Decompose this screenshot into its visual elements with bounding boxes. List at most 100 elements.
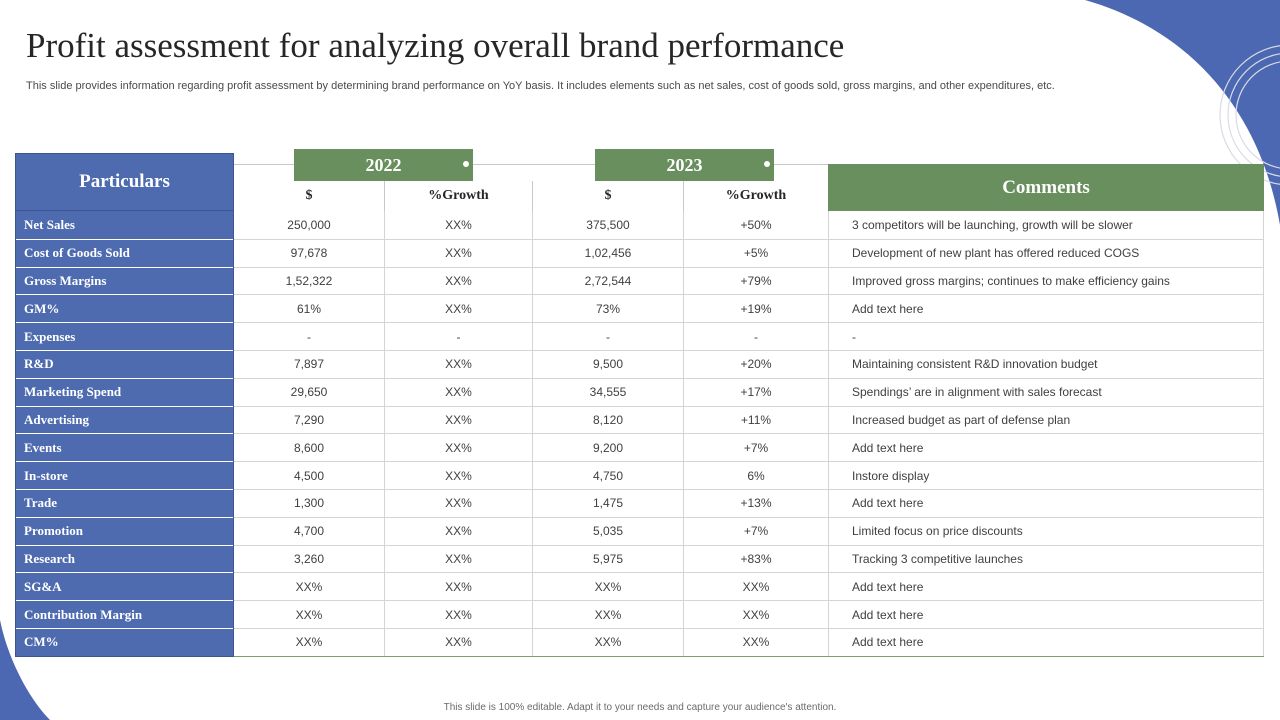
table-row: 1,300 XX% 1,475 +13% Add text here bbox=[234, 488, 1264, 517]
particular-label: Trade bbox=[16, 488, 233, 517]
data-table-body: 250,000 XX% 375,500 +50% 3 competitors will … bbox=[234, 211, 1264, 657]
col-2022-growth-header: %Growth bbox=[384, 181, 532, 211]
growth-2022-cell: XX% bbox=[384, 601, 532, 628]
particular-label: GM% bbox=[16, 294, 233, 323]
comment-cell: Add text here bbox=[828, 573, 1264, 601]
growth-2022-cell: - bbox=[384, 323, 532, 350]
value-2023-cell: 73% bbox=[532, 295, 683, 323]
growth-2022-cell: XX% bbox=[384, 378, 532, 406]
value-2023-cell: 2,72,544 bbox=[532, 267, 683, 295]
growth-2022-cell: XX% bbox=[384, 239, 532, 267]
comment-cell: - bbox=[828, 323, 1264, 350]
value-2023-cell: 8,120 bbox=[532, 406, 683, 434]
bullet-dot-icon bbox=[764, 161, 770, 167]
value-2023-cell: XX% bbox=[532, 601, 683, 628]
growth-2023-cell: XX% bbox=[683, 601, 828, 628]
growth-2023-cell: +79% bbox=[683, 267, 828, 295]
value-2022-cell: 8,600 bbox=[293, 440, 325, 455]
comment-cell: Development of new plant has offered red… bbox=[828, 239, 1264, 267]
comment-cell: Add text here bbox=[828, 601, 1264, 628]
value-2022-cell: 97,678 bbox=[290, 246, 328, 261]
growth-2023-cell: +17% bbox=[683, 378, 828, 406]
value-2023-cell: 34,555 bbox=[532, 378, 683, 406]
comment-cell: Add text here bbox=[828, 628, 1264, 656]
growth-2022-cell: XX% bbox=[384, 462, 532, 489]
table-row: 250,000 XX% 375,500 +50% 3 competitors will … bbox=[234, 211, 1264, 239]
growth-2023-cell: - bbox=[683, 323, 828, 350]
growth-2023-cell: +7% bbox=[683, 517, 828, 545]
comment-cell: 3 competitors will be launching, growth … bbox=[828, 211, 1264, 239]
growth-2023-cell: +7% bbox=[683, 434, 828, 462]
growth-2022-cell: XX% bbox=[384, 211, 532, 239]
header-rule-left bbox=[234, 164, 294, 165]
value-2023-cell: XX% bbox=[532, 628, 683, 656]
comment-cell: Maintaining consistent R&D innovation bu… bbox=[828, 350, 1264, 378]
value-2023-cell: XX% bbox=[532, 573, 683, 601]
growth-2023-cell: +13% bbox=[683, 489, 828, 517]
particular-label: In-store bbox=[16, 461, 233, 489]
particulars-header: Particulars bbox=[15, 153, 234, 211]
value-2023-cell: 9,200 bbox=[532, 434, 683, 462]
value-2022-cell: 250,000 bbox=[287, 217, 331, 232]
value-2022-cell: 1,300 bbox=[293, 496, 325, 511]
value-2022-cell: 7,290 bbox=[293, 412, 325, 427]
table-row: 29,650 XX% 34,555 +17% Spendings’ are in ali… bbox=[234, 377, 1264, 406]
growth-2022-cell: XX% bbox=[384, 267, 532, 295]
table-row: XX% XX% XX% XX% Add text here bbox=[234, 627, 1264, 656]
growth-2023-cell: +20% bbox=[683, 350, 828, 378]
growth-2022-cell: XX% bbox=[384, 517, 532, 545]
header-rule-right bbox=[774, 164, 828, 165]
page-title: Profit assessment for analyzing overall … bbox=[26, 26, 845, 65]
growth-2022-cell: XX% bbox=[384, 489, 532, 517]
growth-2022-cell: XX% bbox=[384, 434, 532, 462]
value-2023-cell: 375,500 bbox=[532, 211, 683, 239]
growth-2023-cell: +50% bbox=[683, 211, 828, 239]
particular-label: Gross Margins bbox=[16, 266, 233, 295]
growth-2023-cell: 6% bbox=[683, 462, 828, 489]
table-row: 1,52,322 XX% 2,72,544 +79% Improved gross ma… bbox=[234, 266, 1264, 295]
value-2023-cell: - bbox=[532, 323, 683, 350]
growth-2022-cell: XX% bbox=[384, 628, 532, 656]
table-row: XX% XX% XX% XX% Add text here bbox=[234, 572, 1264, 601]
value-2022-cell: 7,897 bbox=[293, 357, 325, 372]
particular-label: Cost of Goods Sold bbox=[16, 238, 233, 267]
growth-2023-cell: +11% bbox=[683, 406, 828, 434]
growth-2022-cell: XX% bbox=[384, 350, 532, 378]
particulars-column: Net Sales Cost of Goods Sold Gross Margins… bbox=[15, 211, 234, 657]
comment-cell: Spendings’ are in alignment with sales f… bbox=[828, 378, 1264, 406]
growth-2022-cell: XX% bbox=[384, 545, 532, 573]
value-2022-cell: XX% bbox=[295, 635, 323, 650]
growth-2023-cell: +19% bbox=[683, 295, 828, 323]
particular-label: Expenses bbox=[16, 322, 233, 350]
particular-label: SG&A bbox=[16, 572, 233, 601]
value-2022-cell: - bbox=[307, 329, 311, 344]
particular-label: Net Sales bbox=[16, 211, 233, 239]
value-2022-cell: 29,650 bbox=[290, 385, 328, 400]
comment-cell: Increased budget as part of defense plan bbox=[828, 406, 1264, 434]
value-2022-cell: 3,260 bbox=[293, 551, 325, 566]
value-2023-cell: 5,975 bbox=[532, 545, 683, 573]
comment-cell: Tracking 3 competitive launches bbox=[828, 545, 1264, 573]
growth-2023-cell: XX% bbox=[683, 573, 828, 601]
table-row: 7,897 XX% 9,500 +20% Maintaining consistent … bbox=[234, 349, 1264, 378]
growth-2023-cell: +83% bbox=[683, 545, 828, 573]
value-2023-cell: 9,500 bbox=[532, 350, 683, 378]
particular-label: Marketing Spend bbox=[16, 377, 233, 406]
value-2023-cell: 4,750 bbox=[532, 462, 683, 489]
comment-cell: Instore display bbox=[828, 462, 1264, 489]
year-2023-label: 2023 bbox=[666, 154, 703, 175]
year-2022-label: 2022 bbox=[365, 154, 402, 175]
col-2022-dollar-header: $ bbox=[305, 188, 313, 203]
table-row: 4,500 XX% 4,750 6% Instore display bbox=[234, 461, 1264, 489]
bullet-dot-icon bbox=[463, 161, 469, 167]
particular-label: Contribution Margin bbox=[16, 600, 233, 628]
year-2023-header: 2023 bbox=[595, 149, 774, 181]
table-row: 4,700 XX% 5,035 +7% Limited focus on price d… bbox=[234, 516, 1264, 545]
value-2022-cell: XX% bbox=[295, 607, 323, 622]
comment-cell: Add text here bbox=[828, 434, 1264, 462]
growth-2023-cell: XX% bbox=[683, 628, 828, 656]
table-row: 97,678 XX% 1,02,456 +5% Development of new p… bbox=[234, 238, 1264, 267]
year-2022-header: 2022 bbox=[294, 149, 473, 181]
particular-label: R&D bbox=[16, 349, 233, 378]
value-2022-cell: 4,500 bbox=[293, 468, 325, 483]
